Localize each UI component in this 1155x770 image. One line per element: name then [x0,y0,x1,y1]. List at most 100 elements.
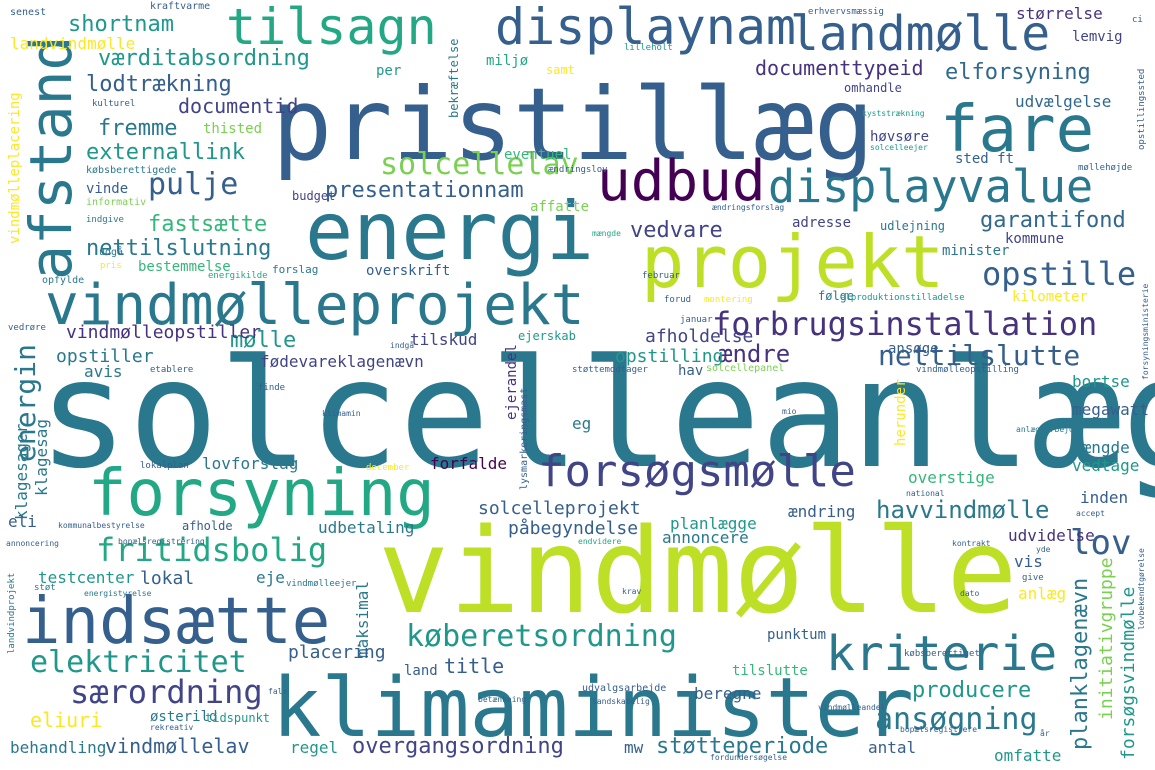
word-herunder: herunder [893,378,909,446]
word-kriterie: kriterie [826,626,1058,682]
word-eventuel: eventuel [504,147,572,163]
word-forsogsvindmolle: forsøgsvindmølle [1118,586,1139,760]
word-lov: lov [1070,523,1132,563]
word-lilleholt: lilleholt [624,43,673,53]
word-kommunalbestyrelse: kommunalbestyrelse [58,521,145,530]
word-bopaelsregistrering: bopælsregistrering [118,537,205,546]
word-ci: ci [1132,15,1143,25]
word-elektricitet: elektricitet [30,645,247,680]
word-solcelleanlaeg: solcelleanlæg [38,328,1155,502]
word-fastsaette: fastsætte [148,212,268,237]
word-dato: dato [960,589,980,598]
word-udbetaling: udbetaling [318,518,415,537]
word-forslag: forslag [272,263,319,276]
word-per: per [376,63,402,79]
word-vindmolleplacering: vindmølleplacering [7,92,23,244]
word-regel: regel [290,738,339,757]
word-behandling: behandling [10,738,107,757]
word-aendringsforslag: ændringsforslag [712,203,785,212]
word-bestemmelse: bestemmelse [138,259,231,275]
word-ar: år [1040,729,1050,738]
word-minister: minister [942,243,1010,259]
word-adresse: adresse [792,215,852,231]
word-stot: støt [34,583,56,593]
word-testcenter: testcenter [38,568,135,587]
word-anlaeg: anlæg [1018,584,1067,603]
word-indga: indgå [390,341,415,350]
word-etablere: etablere [150,365,194,375]
word-fare: fare [940,93,1095,167]
word-afholde: afholde [182,519,233,533]
word-vedvare: vedvare [630,218,723,243]
word-osterild: østerild [150,709,218,725]
word-give: give [1022,573,1044,583]
word-documenttypeid: documenttypeid [755,56,924,80]
word-solcellepanel: solcellepanel [706,363,785,374]
word-bopaelsregistrere: bopælsregistrere [900,725,978,734]
word-landvindmolle: landvindmølle [10,34,136,53]
word-nettilslutning: nettilslutning [86,236,272,261]
word-mw: mw [624,738,644,757]
word-ansogning: ansøgning [875,702,1038,737]
word-mollehojde: møllehøjde [1078,163,1133,173]
word-planlaegge: planlægge [670,514,757,533]
word-rekreativ: rekreativ [150,723,194,732]
word-pristillaeg: pristillæg [272,66,875,183]
word-inden: inden [1080,488,1129,507]
word-opstillingssted: opstillingssted [1137,68,1147,150]
word-erhvervsmaessig: erhvervsmæssig [808,7,884,17]
word-antal: antal [868,738,917,757]
word-planklagenaevn: planklagenævn [1068,577,1093,750]
word-producere: producere [912,678,1032,703]
word-overskrift: overskrift [366,263,451,279]
word-vindmolleopstiller: vindmølleopstiller [66,322,262,343]
word-kraftvarme: kraftvarme [150,1,211,12]
word-kommune: kommune [1005,231,1065,247]
word-elproduktionstilladelse: elproduktionstilladelse [840,293,965,303]
word-havvindmolle: havvindmølle [876,496,1050,524]
word-lovbekendtgorelse: lovbekendtgørelse [1137,548,1146,630]
word-initiativgruppe: initiativgruppe [1096,557,1117,720]
word-budget: budget [292,189,336,203]
word-energikilde: energikilde [208,271,268,281]
word-hovsore: høvsøre [870,129,930,145]
word-kulturel: kulturel [92,99,136,109]
word-fordundersogelse: fordundersøgelse [710,753,788,762]
word-folge: følge [818,289,855,303]
word-vindmolleprojekt: vindmølleprojekt [45,273,585,338]
word-forbrugsinstallation: forbrugsinstallation [712,305,1098,343]
word-yde: yde [1036,545,1051,554]
word-vaerditabsordning: værditabsordning [98,46,310,71]
word-udbud: udbud [597,149,766,214]
word-indsaette: indsætte [22,585,331,659]
word-punktum: punktum [767,627,827,643]
word-kontrakt: kontrakt [952,539,991,548]
word-accept: accept [1076,509,1105,518]
word-landskabelig: landskabelig [592,697,650,706]
word-opfylde: opfylde [42,275,85,286]
word-afholdelse: afholdelse [645,326,754,347]
word-kobsberettigede: købsberettigede [86,165,177,176]
word-koberetsordning: køberetsordning [406,619,677,654]
word-saerordning: særordning [70,673,263,711]
word-aendre: ændre [718,340,791,368]
word-klagesager: klagesager [12,423,31,520]
word-mio: mio [782,407,797,416]
word-opstiller: opstiller [56,346,154,367]
word-vedrore: vedrøre [8,323,46,333]
word-udvaelgelse: udvælgelse [1015,92,1112,111]
word-forfalde: forfalde [430,454,508,473]
word-kobsberettiget: købsberettiget [904,649,980,659]
word-overstige: overstige [908,468,995,487]
word-elforsyning: elforsyning [945,60,1091,85]
word-fremme: fremme [98,116,178,141]
word-national: national [906,489,945,498]
word-udvidelse: udvidelse [1008,526,1095,545]
word-indgive: indgive [86,215,124,225]
word-udlejning: udlejning [880,219,946,233]
word-december: december [366,463,410,473]
word-solcellelav: solcellelav [380,147,579,182]
word-vindmolle: vindmølle [378,502,1018,640]
word-pris: pris [100,261,122,271]
word-land: land [404,663,438,679]
